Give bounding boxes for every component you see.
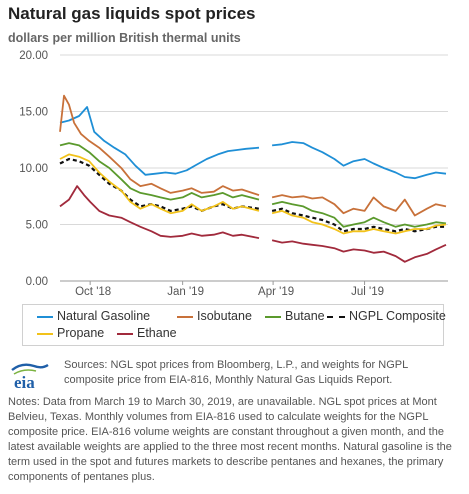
legend-label: Butane: [285, 309, 325, 323]
chart-title: Natural gas liquids spot prices: [8, 4, 256, 23]
series-line-ngpl-composite: [271, 207, 446, 233]
legend-swatch: [327, 315, 345, 318]
x-tick-label: Apr '19: [258, 286, 294, 298]
series-line-ethane: [59, 185, 260, 239]
gridlines: [60, 54, 448, 282]
chart-canvas: 0.00 5.00 10.00 15.00 20.00 Oct '18 Jan '19 Ap…: [19, 50, 448, 298]
legend-swatch: [37, 332, 53, 335]
series-line-propane: [271, 210, 447, 235]
series-line-propane: [59, 153, 260, 215]
legend-label: Ethane: [137, 326, 177, 340]
x-tick-label: Jul '19: [351, 286, 384, 298]
series-line-ethane: [271, 239, 447, 263]
series-line-natural-gasoline: [59, 106, 260, 176]
series-line-ngpl-composite: [59, 157, 260, 212]
legend-item-natural-gasoline: Natural Gasoline: [37, 309, 150, 323]
legend-item-isobutane: Isobutane: [177, 309, 252, 323]
x-tick-label: Jan '19: [167, 286, 204, 298]
legend-swatch: [37, 315, 53, 318]
series-line-natural-gasoline: [272, 141, 447, 180]
legend-label: Propane: [57, 326, 105, 340]
legend-swatch: [117, 332, 133, 335]
legend-label: NGPL Composite: [349, 309, 446, 323]
y-tick-label: 20.00: [19, 50, 48, 62]
source-note: Sources: NGL spot prices from Bloomberg,…: [64, 359, 408, 386]
legend-label: Isobutane: [197, 309, 252, 323]
series-line-butane: [271, 201, 447, 228]
legend-item-propane: Propane: [37, 326, 104, 340]
y-tick-label: 15.00: [19, 107, 48, 119]
y-axis: 0.00 5.00 10.00 15.00 20.00: [19, 50, 48, 288]
legend: Natural Gasoline Isobutane Butane NGPL Comp…: [22, 304, 446, 346]
eia-logo-text: eia: [14, 373, 35, 390]
y-tick-label: 0.00: [26, 276, 48, 288]
legend-item-ethane: Ethane: [117, 326, 177, 340]
series-line-isobutane: [271, 194, 447, 217]
x-axis: Oct '18 Jan '19 Apr '19 Jul '19: [75, 281, 384, 298]
y-tick-label: 5.00: [26, 220, 48, 232]
chart-subtitle: dollars per million British thermal unit…: [8, 31, 241, 45]
series-line-butane: [59, 142, 260, 201]
legend-swatch: [265, 315, 281, 318]
legend-label: Natural Gasoline: [57, 309, 151, 323]
series-lines: [59, 94, 447, 263]
notes-text: Notes: Data from March 19 to March 30, 2…: [8, 396, 452, 483]
legend-item-butane: Butane: [265, 309, 325, 323]
series-line-isobutane: [59, 94, 260, 196]
y-tick-label: 10.00: [19, 163, 48, 175]
x-tick-label: Oct '18: [75, 286, 111, 298]
legend-item-ngpl-composite: NGPL Composite: [327, 309, 446, 323]
legend-swatch: [177, 315, 193, 318]
eia-logo-icon: eia: [11, 363, 49, 390]
